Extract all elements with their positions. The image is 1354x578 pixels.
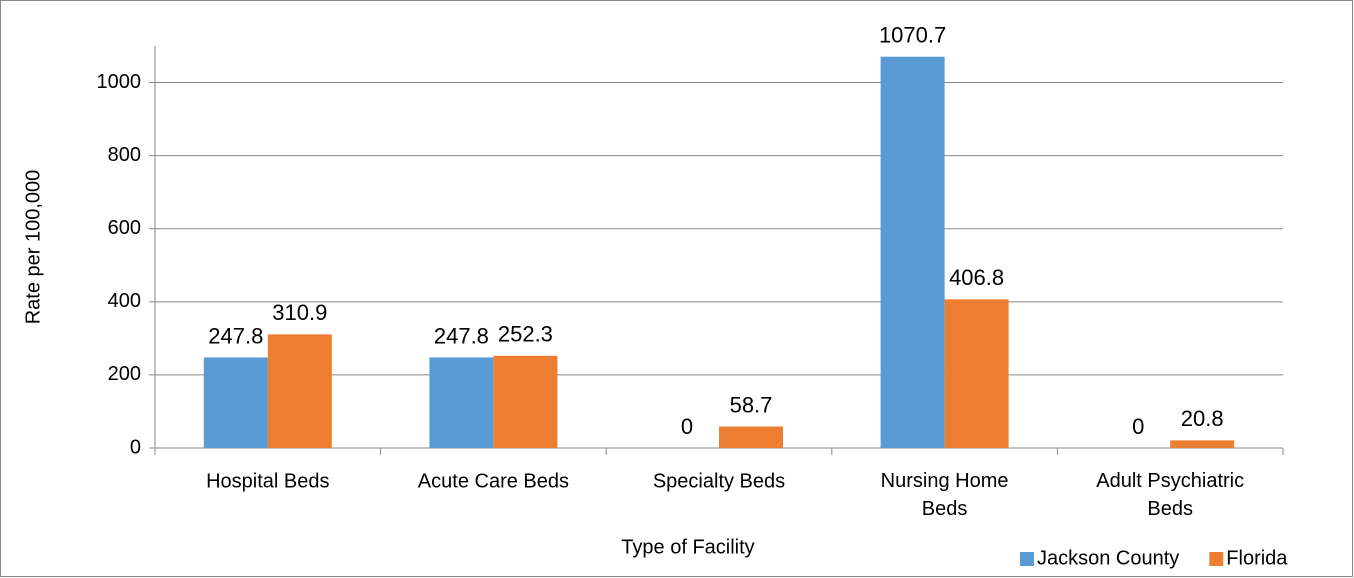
data-label: 0 bbox=[1132, 414, 1144, 439]
x-tick-label: Hospital Beds bbox=[206, 470, 329, 492]
y-axis-label: Rate per 100,000 bbox=[22, 170, 44, 325]
y-tick-label: 200 bbox=[108, 363, 141, 385]
legend-label: Florida bbox=[1226, 547, 1288, 569]
x-tick-label: Acute Care Beds bbox=[418, 470, 569, 492]
bar bbox=[944, 299, 1009, 448]
bar bbox=[493, 355, 558, 448]
data-label: 1070.7 bbox=[879, 23, 946, 48]
legend-swatch bbox=[1209, 552, 1224, 566]
data-label: 58.7 bbox=[730, 392, 773, 417]
data-label: 247.8 bbox=[434, 323, 489, 348]
legend-label: Jackson County bbox=[1037, 547, 1179, 569]
bar bbox=[203, 357, 268, 448]
x-tick-label: Specialty Beds bbox=[653, 470, 785, 492]
bar bbox=[1170, 440, 1235, 448]
x-tick-label: Adult Psychiatric Beds bbox=[1096, 470, 1244, 520]
bar bbox=[719, 426, 783, 448]
bar bbox=[429, 357, 494, 448]
y-tick-label: 1000 bbox=[97, 71, 142, 93]
bar bbox=[880, 56, 945, 448]
data-label: 406.8 bbox=[949, 265, 1004, 290]
x-axis-label: Type of Facility bbox=[621, 536, 754, 558]
x-tick-label: Nursing Home Beds bbox=[881, 470, 1009, 520]
bar bbox=[267, 334, 332, 448]
data-label: 247.8 bbox=[208, 323, 263, 348]
data-label: 20.8 bbox=[1181, 406, 1224, 431]
y-tick-label: 800 bbox=[108, 144, 141, 166]
data-label: 310.9 bbox=[272, 300, 327, 325]
data-label: 0 bbox=[681, 414, 693, 439]
legend-swatch bbox=[1020, 552, 1034, 566]
y-tick-label: 0 bbox=[130, 436, 141, 458]
y-tick-label: 600 bbox=[108, 217, 141, 239]
y-tick-label: 400 bbox=[108, 290, 141, 312]
data-label: 252.3 bbox=[498, 322, 553, 347]
